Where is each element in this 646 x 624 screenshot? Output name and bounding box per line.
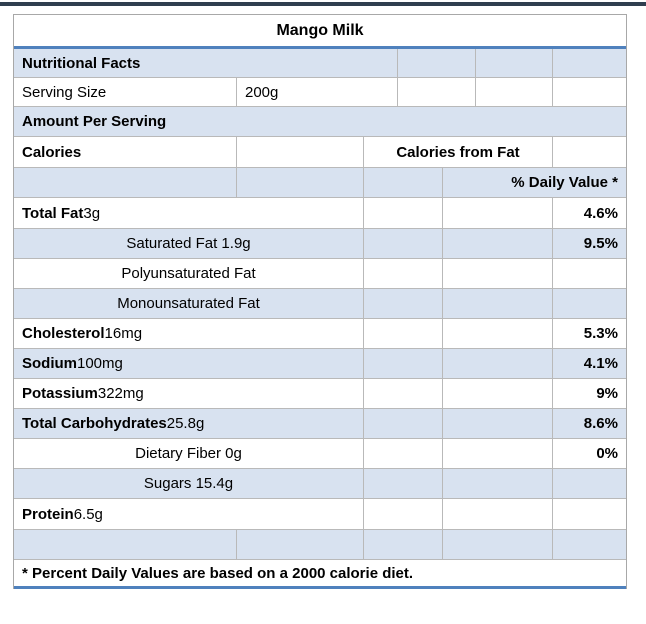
sodium-row: Sodium 100mg 4.1% <box>14 349 626 379</box>
empty-cell <box>364 229 443 258</box>
empty-cell <box>364 439 443 468</box>
dietary-fiber-row: Dietary Fiber 0g 0% <box>14 439 626 469</box>
total-fat-daily-value: 4.6% <box>583 204 618 222</box>
serving-size-label: Serving Size <box>14 78 237 106</box>
empty-cell <box>364 379 443 408</box>
empty-cell <box>476 78 553 106</box>
potassium-row: Potassium 322mg 9% <box>14 379 626 409</box>
daily-value-header-row: % Daily Value * <box>14 168 626 198</box>
product-title: Mango Milk <box>276 21 364 39</box>
sodium-label: Sodium 100mg <box>14 349 364 378</box>
potassium-daily-value: 9% <box>596 385 618 402</box>
empty-cell <box>14 168 237 197</box>
empty-cell <box>364 198 443 228</box>
empty-cell <box>364 319 443 348</box>
empty-cell <box>443 259 553 288</box>
empty-cell <box>398 78 476 106</box>
total-fat-row: Total Fat 3g 4.6% <box>14 198 626 229</box>
empty-cell <box>443 289 553 318</box>
nutrition-table: Mango Milk Nutritional Facts Serving Size 2… <box>13 14 627 589</box>
empty-cell <box>443 409 553 438</box>
empty-cell <box>553 137 626 167</box>
calories-from-fat-label: Calories from Fat <box>364 137 553 167</box>
empty-cell <box>553 499 626 529</box>
empty-cell <box>443 530 553 559</box>
calories-label: Calories <box>14 137 237 167</box>
sugars-label: Sugars 15.4g <box>14 469 364 498</box>
empty-cell <box>237 530 364 559</box>
empty-cell <box>443 379 553 408</box>
empty-cell <box>364 530 443 559</box>
cholesterol-label: Cholesterol 16mg <box>14 319 364 348</box>
serving-size-row: Serving Size 200g <box>14 78 626 107</box>
empty-cell <box>364 168 443 197</box>
empty-cell <box>553 469 626 498</box>
empty-cell <box>553 259 626 288</box>
empty-cell <box>364 259 443 288</box>
amount-per-serving-row: Amount Per Serving <box>14 107 626 137</box>
polyunsaturated-fat-row: Polyunsaturated Fat <box>14 259 626 289</box>
empty-cell <box>443 198 553 228</box>
protein-row: Protein 6.5g <box>14 499 626 530</box>
polyunsaturated-fat-label: Polyunsaturated Fat <box>14 259 364 288</box>
total-carbohydrates-daily-value: 8.6% <box>583 415 618 432</box>
calories-row: Calories Calories from Fat <box>14 137 626 168</box>
total-fat-label: Total Fat 3g <box>14 198 364 228</box>
cholesterol-daily-value: 5.3% <box>583 325 618 342</box>
total-carbohydrates-label: Total Carbohydrates 25.8g <box>14 409 364 438</box>
cholesterol-row: Cholesterol 16mg 5.3% <box>14 319 626 349</box>
spacer-row <box>14 530 626 560</box>
monounsaturated-fat-row: Monounsaturated Fat <box>14 289 626 319</box>
amount-per-serving-label: Amount Per Serving <box>22 113 167 130</box>
total-carbohydrates-row: Total Carbohydrates 25.8g 8.6% <box>14 409 626 439</box>
potassium-label: Potassium 322mg <box>14 379 364 408</box>
empty-cell <box>443 499 553 529</box>
empty-cell <box>364 469 443 498</box>
empty-cell <box>476 49 553 77</box>
empty-cell <box>14 530 237 559</box>
dietary-fiber-label: Dietary Fiber 0g <box>14 439 364 468</box>
section-nutritional-facts: Nutritional Facts <box>14 49 398 77</box>
empty-cell <box>237 168 364 197</box>
empty-cell <box>443 349 553 378</box>
section-header-row: Nutritional Facts <box>14 49 626 78</box>
window-top-edge <box>0 2 646 6</box>
empty-cell <box>237 137 364 167</box>
empty-cell <box>364 349 443 378</box>
sugars-row: Sugars 15.4g <box>14 469 626 499</box>
dietary-fiber-daily-value: 0% <box>596 445 618 462</box>
empty-cell <box>364 499 443 529</box>
empty-cell <box>553 289 626 318</box>
protein-label: Protein 6.5g <box>14 499 364 529</box>
footnote-row: * Percent Daily Values are based on a 20… <box>14 560 626 589</box>
empty-cell <box>364 289 443 318</box>
empty-cell <box>398 49 476 77</box>
empty-cell <box>443 469 553 498</box>
empty-cell <box>553 530 626 559</box>
sodium-daily-value: 4.1% <box>583 355 618 372</box>
empty-cell <box>443 439 553 468</box>
footnote: * Percent Daily Values are based on a 20… <box>22 564 414 582</box>
empty-cell <box>443 229 553 258</box>
saturated-fat-daily-value: 9.5% <box>583 235 618 252</box>
monounsaturated-fat-label: Monounsaturated Fat <box>14 289 364 318</box>
serving-size-value: 200g <box>237 78 398 106</box>
saturated-fat-row: Saturated Fat 1.9g 9.5% <box>14 229 626 259</box>
empty-cell <box>364 409 443 438</box>
empty-cell <box>553 78 626 106</box>
saturated-fat-label: Saturated Fat 1.9g <box>14 229 364 258</box>
daily-value-header: % Daily Value * <box>511 174 618 191</box>
empty-cell <box>553 49 626 77</box>
empty-cell <box>443 319 553 348</box>
title-row: Mango Milk <box>14 15 626 49</box>
